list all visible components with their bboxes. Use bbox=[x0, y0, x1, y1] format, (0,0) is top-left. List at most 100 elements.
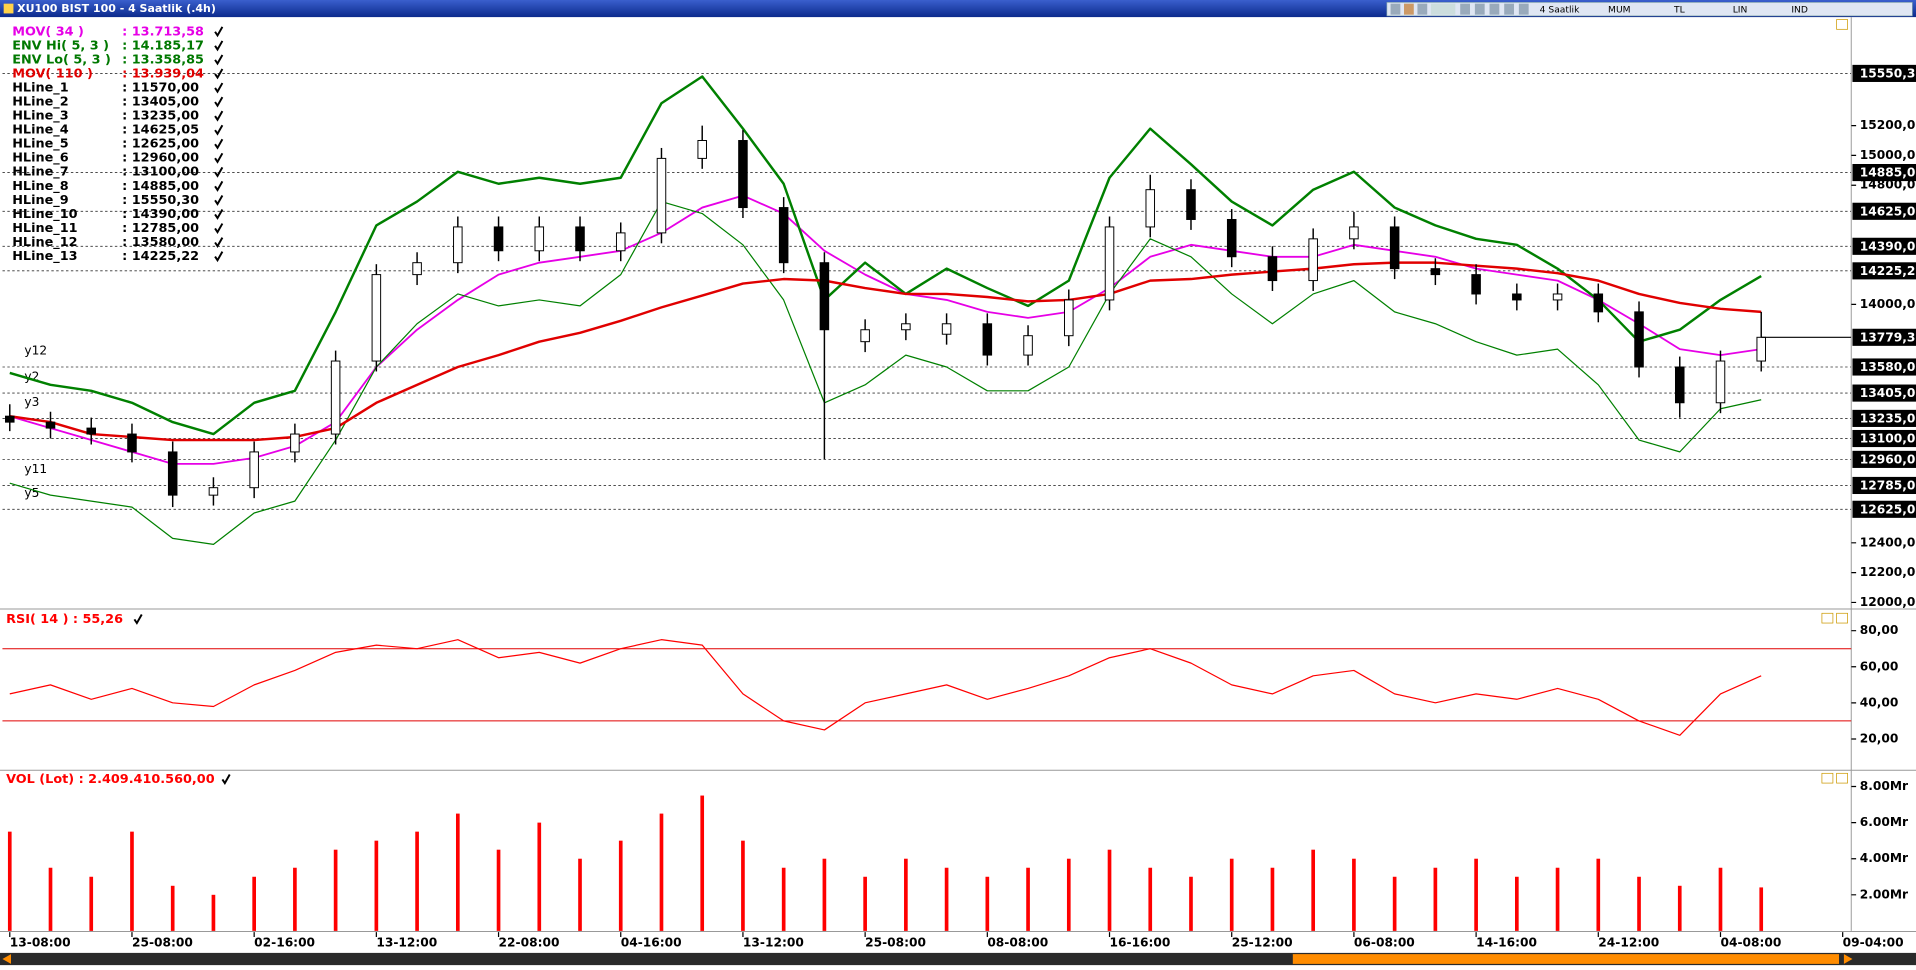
legend-check[interactable] bbox=[214, 194, 224, 206]
legend-check[interactable] bbox=[214, 209, 224, 220]
h-line-marker bbox=[1852, 476, 1916, 495]
volume-bar bbox=[700, 795, 705, 931]
legend-check[interactable] bbox=[214, 26, 224, 38]
panels: 13-08:00 25-08:00 02-16:00 13-12:00 22-08:00… bbox=[2, 612, 1904, 950]
legend-check[interactable] bbox=[214, 166, 224, 178]
panel-button[interactable] bbox=[1821, 772, 1834, 784]
toolbar-item[interactable]: TL bbox=[1673, 4, 1686, 15]
x-tick-label: 06-08:00 bbox=[1354, 936, 1415, 950]
candle-body bbox=[738, 140, 748, 209]
candle-body bbox=[5, 415, 15, 423]
tool-button[interactable] bbox=[1474, 3, 1485, 15]
y-tick-label: 12000,00 bbox=[1860, 595, 1916, 609]
panel-close[interactable] bbox=[1836, 612, 1848, 624]
legend-check[interactable] bbox=[214, 82, 224, 94]
tool-button[interactable] bbox=[1489, 3, 1500, 15]
h-line-marker bbox=[1852, 202, 1916, 220]
volume-bar bbox=[985, 876, 990, 931]
legend-check[interactable] bbox=[214, 237, 224, 249]
indicator-line bbox=[9, 75, 1762, 436]
candle-body bbox=[208, 487, 219, 496]
volume-bar bbox=[89, 876, 94, 931]
volume-bar bbox=[1107, 849, 1112, 931]
candle-body bbox=[1308, 238, 1318, 282]
legend-value: : 13.939,04 bbox=[122, 66, 204, 81]
h-line-axis-label: 12785,00 bbox=[1860, 479, 1916, 493]
scroll-left[interactable] bbox=[2, 954, 11, 964]
legend-check[interactable] bbox=[214, 124, 224, 136]
scroll-thumb[interactable] bbox=[1292, 954, 1840, 964]
panel-close[interactable] bbox=[1836, 772, 1848, 784]
legend-check[interactable] bbox=[214, 68, 224, 80]
candle-body bbox=[1349, 226, 1359, 240]
panel-check[interactable] bbox=[133, 614, 143, 625]
panel-check[interactable] bbox=[221, 774, 231, 785]
h-line-axis-label: 14885,00 bbox=[1860, 166, 1916, 180]
legend-value: : 14885,00 bbox=[122, 179, 199, 194]
indicator-line bbox=[9, 194, 1762, 465]
toolbar-item[interactable]: LIN bbox=[1733, 4, 1748, 15]
tool-button[interactable] bbox=[1430, 3, 1456, 15]
candle-body bbox=[167, 451, 178, 496]
candle-body bbox=[534, 226, 545, 252]
x-tick-label: 14-16:00 bbox=[1476, 936, 1537, 950]
legend-name: ENV Lo( 5, 3 ) bbox=[12, 52, 111, 67]
h-line-axis-label: 15550,30 bbox=[1860, 67, 1916, 81]
tool-button[interactable] bbox=[1504, 3, 1514, 15]
h-line-marker bbox=[1852, 262, 1916, 280]
tool-button[interactable] bbox=[1518, 3, 1529, 15]
candle-body bbox=[412, 262, 422, 276]
tool-button[interactable] bbox=[1390, 3, 1401, 15]
legend-name: HLine_8 bbox=[12, 179, 69, 194]
panel-button[interactable] bbox=[1836, 19, 1848, 30]
legend-name: HLine_7 bbox=[12, 165, 68, 180]
legend-value: : 14390,00 bbox=[122, 207, 199, 222]
volume-bar bbox=[130, 831, 134, 931]
tool-button[interactable] bbox=[1417, 3, 1428, 15]
indicator-line bbox=[9, 261, 1762, 442]
panel-title: RSI( 14 ) : 55,26 bbox=[6, 612, 123, 627]
h-line-tag: y5 bbox=[24, 486, 39, 500]
legend-check[interactable] bbox=[214, 110, 224, 122]
legend-check[interactable] bbox=[214, 223, 224, 234]
legend-check[interactable] bbox=[214, 152, 224, 164]
scroll-right[interactable] bbox=[1843, 954, 1853, 964]
legend-name: ENV Hi( 5, 3 ) bbox=[12, 38, 109, 53]
toolbar-item[interactable]: 4 Saatlik bbox=[1540, 4, 1580, 15]
tool-button[interactable] bbox=[1404, 3, 1414, 15]
volume-bar bbox=[1637, 876, 1641, 931]
legend-check[interactable] bbox=[214, 180, 224, 192]
candle-body bbox=[697, 140, 707, 159]
volume-bar bbox=[1474, 858, 1478, 931]
h-line-marker bbox=[1852, 358, 1916, 376]
candle-body bbox=[1552, 293, 1563, 301]
volume-bar bbox=[455, 813, 460, 931]
window-icon bbox=[3, 3, 14, 14]
h-line-marker bbox=[1852, 163, 1916, 182]
h-line-marker bbox=[1852, 64, 1916, 82]
legend-check[interactable] bbox=[214, 251, 224, 263]
y-tick-label: 4.00Mr bbox=[1860, 851, 1908, 865]
toolbar-item[interactable]: MUM bbox=[1608, 4, 1631, 15]
tool-button[interactable] bbox=[1460, 3, 1470, 15]
legend-name: HLine_4 bbox=[12, 123, 69, 138]
legend-name: HLine_10 bbox=[12, 207, 77, 222]
legend-check[interactable] bbox=[214, 40, 224, 52]
h-line-axis-label: 13580,00 bbox=[1860, 360, 1916, 374]
y-tick-label: 2.00Mr bbox=[1860, 887, 1908, 901]
legend-value: : 14225,22 bbox=[122, 249, 199, 264]
candle-body bbox=[127, 433, 137, 453]
candle-body bbox=[1064, 299, 1074, 337]
panel-button[interactable] bbox=[1821, 612, 1834, 624]
legend-name: HLine_2 bbox=[12, 95, 68, 110]
volume-bar bbox=[618, 840, 623, 931]
legend-check[interactable] bbox=[214, 96, 224, 108]
legend-check[interactable] bbox=[214, 138, 224, 150]
volume-bar bbox=[659, 813, 664, 931]
candle-body bbox=[615, 232, 626, 252]
x-tick-label: 04-08:00 bbox=[1720, 936, 1781, 950]
toolbar-item[interactable]: IND bbox=[1791, 4, 1808, 15]
legend-check[interactable] bbox=[214, 54, 224, 66]
h-line-marker bbox=[1852, 429, 1916, 448]
